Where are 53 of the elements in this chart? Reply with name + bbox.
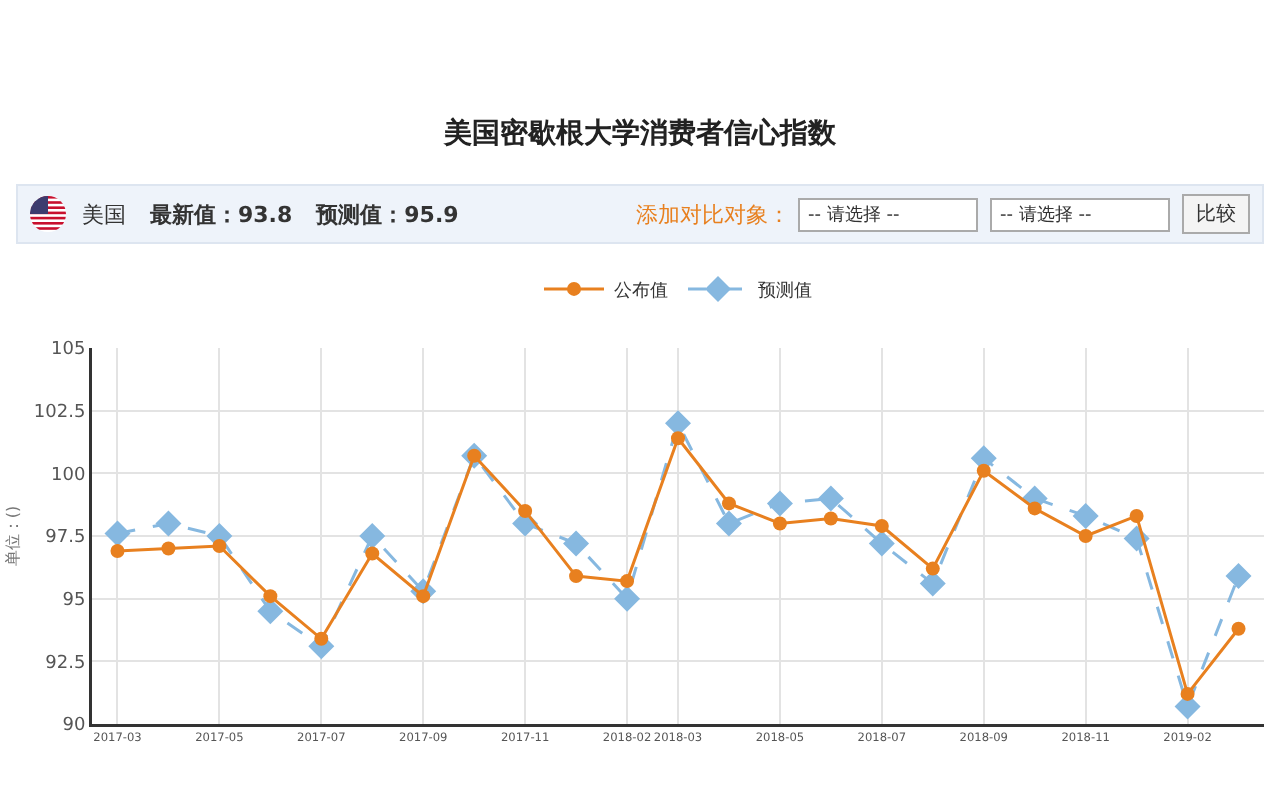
y-tick-label: 90 (62, 716, 86, 737)
point (263, 589, 278, 604)
chart-title: 美国密歇根大学消费者信心指数 (441, 115, 838, 154)
point (823, 511, 838, 526)
y-tick-label: 95 (62, 590, 86, 611)
point (1027, 501, 1042, 516)
point (721, 496, 736, 511)
point (314, 631, 329, 646)
text: 最新值：93.8 (150, 199, 293, 229)
point (359, 523, 386, 549)
point (155, 510, 182, 537)
y-tick-label: 92.5 (45, 653, 86, 674)
point (715, 510, 742, 537)
point (212, 539, 227, 554)
y-tick-label: 105 (51, 340, 86, 361)
point (1072, 502, 1099, 529)
y-tick-label: 102.5 (33, 402, 86, 423)
point (1129, 508, 1144, 523)
y-axis-title: 单位：() (3, 505, 22, 567)
point (925, 561, 940, 576)
point (1231, 621, 1246, 636)
point (1078, 529, 1093, 543)
point (772, 516, 787, 531)
point (569, 569, 584, 584)
point (868, 530, 895, 557)
point (1225, 563, 1252, 590)
point (104, 520, 131, 547)
point (518, 503, 533, 518)
text: 比较 (1182, 194, 1250, 234)
point (976, 463, 991, 478)
point (257, 598, 284, 625)
text: 添加对比对象： (636, 199, 790, 229)
point (563, 530, 590, 557)
point (919, 570, 946, 597)
legend-label: 预测值 (758, 279, 812, 302)
y-tick-label: 97.5 (45, 528, 86, 549)
point (665, 410, 691, 437)
text: -- 请选择 -- (798, 197, 978, 231)
point (1180, 686, 1195, 701)
point (671, 431, 685, 446)
point (817, 485, 844, 512)
point (161, 541, 176, 556)
point (620, 574, 635, 589)
point (874, 518, 889, 533)
point (365, 546, 380, 561)
point (766, 490, 793, 517)
text: 美国 (82, 199, 126, 229)
legend-label: 公布值 (614, 279, 668, 302)
text: 预测值：95.9 (316, 199, 459, 229)
point (614, 585, 641, 612)
y-tick-label: 100 (51, 465, 86, 486)
text: -- 请选择 -- (990, 197, 1170, 231)
point (110, 544, 125, 559)
